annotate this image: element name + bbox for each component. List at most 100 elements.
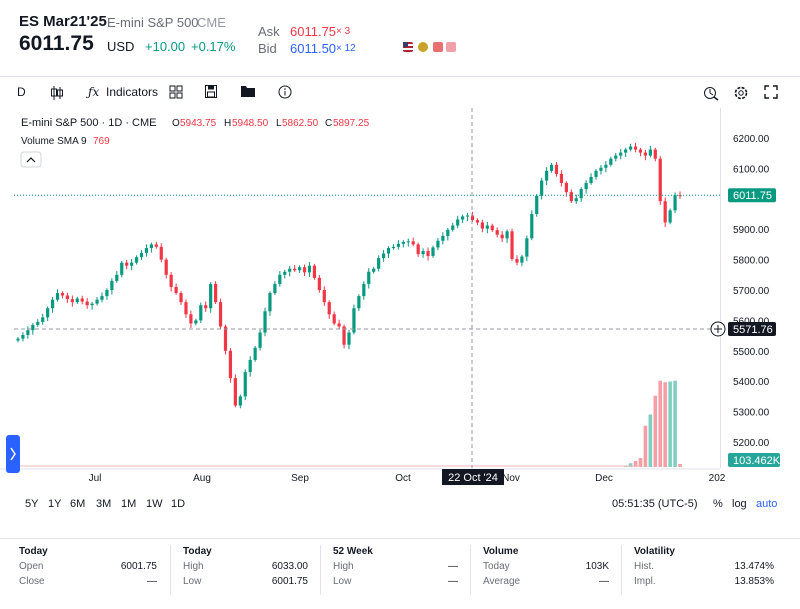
candle-body [16, 338, 20, 341]
save-icon[interactable] [205, 85, 217, 98]
candle-body [337, 323, 341, 327]
ask-label: Ask [258, 24, 280, 39]
candle-body [515, 258, 519, 263]
stats-divider [320, 545, 321, 595]
candle-body [263, 311, 267, 333]
fx-icon[interactable]: ƒx [88, 85, 100, 99]
candle-body [194, 320, 198, 324]
candle-body [381, 253, 386, 259]
range-1m[interactable]: 1M [121, 498, 137, 510]
candle-body [643, 152, 648, 156]
interval-button[interactable]: D [17, 85, 26, 99]
volume-legend-value: 769 [93, 136, 110, 147]
legend-o-label: O [172, 118, 180, 129]
candle-body [485, 225, 489, 229]
candle-body [36, 321, 40, 325]
candle-body [55, 293, 60, 300]
candle-body [41, 317, 45, 322]
candle-body [125, 262, 129, 266]
ask-value: 6011.75 [290, 24, 337, 39]
price-chart[interactable]: 6200.00 6100.00 5900.00 5800.00 5700.00 5600.… [0, 108, 800, 493]
indicators-button[interactable]: Indicators [106, 85, 159, 99]
stats-label: High [183, 561, 204, 572]
price-tick-label: 5300.00 [733, 408, 770, 419]
candle-body [105, 290, 109, 297]
volume-legend-label: Volume SMA 9 [21, 136, 87, 147]
candle-body [609, 158, 613, 165]
auto-scale-toggle[interactable]: auto [756, 498, 778, 510]
price-tick-label: 5900.00 [733, 225, 770, 236]
candle-body [540, 180, 544, 196]
collapse-legend-button[interactable] [20, 151, 42, 168]
candle-body [421, 251, 425, 255]
candle-body [228, 350, 233, 379]
range-6m[interactable]: 6M [70, 498, 86, 510]
candle-body [347, 332, 351, 345]
candles-icon[interactable] [50, 85, 64, 101]
last-price: 6011.75 [19, 32, 94, 55]
candle-body [505, 231, 509, 239]
candle-body [490, 225, 494, 231]
candle-body [164, 259, 168, 275]
exchange-name: CME [197, 15, 226, 30]
candle-body [139, 252, 144, 258]
candle-body [411, 241, 415, 245]
volume-bar [628, 463, 633, 467]
stats-value: 103K [585, 561, 609, 572]
candle-body [70, 299, 74, 303]
range-3m[interactable]: 3M [96, 498, 112, 510]
crosshair-icon[interactable] [703, 85, 719, 101]
candle-body [525, 238, 529, 257]
volume-bar [673, 380, 677, 467]
stats-value: — [599, 576, 609, 587]
grid-icon[interactable] [169, 85, 183, 99]
candle-body [520, 256, 524, 263]
candle-body [75, 298, 79, 303]
range-1d[interactable]: 1D [171, 498, 186, 510]
candle-body [633, 146, 638, 150]
legend-o-value: 5943.75 [180, 118, 217, 129]
candle-body [535, 195, 539, 214]
candle-body [564, 182, 568, 193]
candle-body [312, 265, 317, 278]
range-1w[interactable]: 1W [146, 498, 163, 510]
currency: USD [107, 39, 135, 54]
price-change-percent: +0.17% [191, 39, 236, 54]
candle-body [273, 283, 277, 294]
candle-body [233, 378, 237, 406]
bid-value: 6011.50 [290, 41, 337, 56]
volume-bar [633, 461, 638, 467]
time-tick-label: 202 [709, 473, 726, 484]
candle-body [367, 271, 371, 284]
candle-body [663, 201, 667, 223]
candle-body [189, 314, 193, 324]
candle-body [386, 248, 391, 254]
range-1y[interactable]: 1Y [48, 498, 62, 510]
candle-body [352, 308, 356, 333]
clock-timezone[interactable]: 05:51:35 (UTC-5) [612, 498, 698, 510]
candle-body [569, 192, 573, 202]
stats-value: 13.474% [734, 561, 774, 572]
candle-body [297, 267, 302, 271]
percent-scale-toggle[interactable]: % [713, 498, 723, 510]
crosshair-add-button[interactable] [710, 321, 726, 337]
candle-body [100, 296, 104, 300]
side-panel-toggle[interactable] [6, 435, 20, 473]
candle-body [584, 182, 588, 190]
fullscreen-icon[interactable] [764, 85, 778, 99]
candle-body [238, 396, 242, 406]
candle-body [362, 283, 366, 297]
range-5y[interactable]: 5Y [25, 498, 39, 510]
candle-body [65, 295, 70, 300]
candle-body [134, 257, 139, 263]
candle-body [288, 268, 292, 272]
info-icon[interactable] [278, 85, 292, 99]
candle-body [545, 170, 549, 181]
price-tick-label: 6100.00 [733, 164, 770, 175]
gear-icon[interactable] [733, 85, 749, 101]
log-scale-toggle[interactable]: log [732, 498, 747, 510]
folder-icon[interactable] [241, 85, 255, 97]
candle-body [268, 293, 272, 312]
candle-body [60, 293, 65, 296]
price-tick-label: 5600.00 [733, 316, 770, 327]
